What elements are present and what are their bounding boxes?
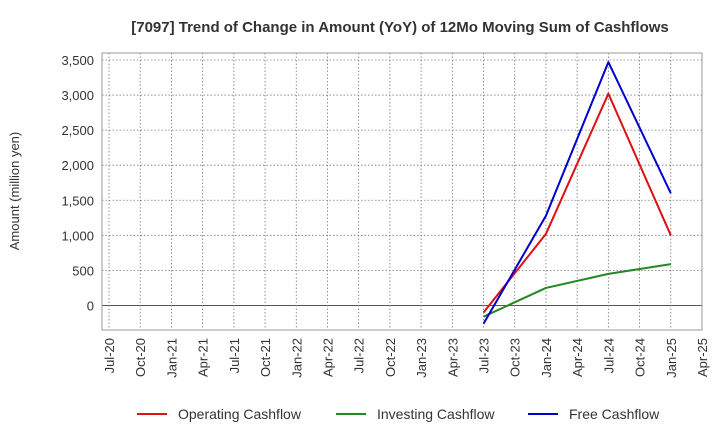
x-tick-label: Jan-21 (164, 338, 179, 378)
x-tick-label: Jan-25 (664, 338, 679, 378)
y-tick-label: 500 (72, 263, 94, 278)
x-tick-label: Apr-23 (445, 338, 460, 377)
x-tick-label: Apr-21 (196, 338, 211, 377)
series-layer (482, 61, 672, 325)
legend-label: Investing Cashflow (377, 406, 495, 422)
x-tick-label: Apr-22 (320, 338, 335, 377)
plot-frame (101, 52, 703, 331)
series-line-free-cashflow (482, 61, 672, 325)
x-tick-label: Jul-20 (102, 338, 117, 373)
x-tick-label: Apr-24 (570, 338, 585, 377)
legend-label: Free Cashflow (569, 406, 660, 422)
y-ticks: 0 500 1,000 1,500 2,000 2,500 3,000 3,500 (61, 53, 94, 313)
x-tick-label: Oct-21 (258, 338, 273, 377)
x-tick-label: Apr-25 (695, 338, 710, 377)
series-line-operating-cashflow (482, 92, 672, 314)
x-tick-label: Jan-24 (539, 338, 554, 378)
legend-item: Free Cashflow (528, 406, 660, 422)
legend: Operating Cashflow Investing Cashflow Free… (137, 406, 660, 422)
x-tick-label: Oct-20 (133, 338, 148, 377)
x-tick-label: Jan-23 (414, 338, 429, 378)
x-tick-label: Oct-24 (633, 338, 648, 377)
y-tick-label: 3,500 (61, 53, 94, 68)
y-tick-label: 3,000 (61, 88, 94, 103)
y-tick-label: 1,000 (61, 228, 94, 243)
legend-item: Investing Cashflow (336, 406, 495, 422)
x-tick-label: Oct-22 (383, 338, 398, 377)
y-tick-label: 1,500 (61, 193, 94, 208)
x-tick-label: Jul-22 (352, 338, 367, 373)
x-ticks: Jul-20 Oct-20 Jan-21 Apr-21 Jul-21 Oct-21 Jan-… (102, 338, 710, 378)
x-tick-label: Jul-23 (477, 338, 492, 373)
x-tick-label: Jul-21 (227, 338, 242, 373)
x-tick-label: Oct-23 (508, 338, 523, 377)
series-line-investing-cashflow (483, 263, 671, 318)
legend-label: Operating Cashflow (178, 406, 302, 422)
y-tick-label: 2,500 (61, 123, 94, 138)
x-tick-label: Jan-22 (289, 338, 304, 378)
legend-item: Operating Cashflow (137, 406, 302, 422)
grid-layer (102, 53, 703, 330)
x-tick-label: Jul-24 (601, 338, 616, 373)
y-tick-label: 2,000 (61, 158, 94, 173)
y-axis-label: Amount (million yen) (7, 132, 22, 251)
y-tick-label: 0 (87, 298, 94, 313)
chart-title: [7097] Trend of Change in Amount (YoY) o… (131, 19, 669, 36)
